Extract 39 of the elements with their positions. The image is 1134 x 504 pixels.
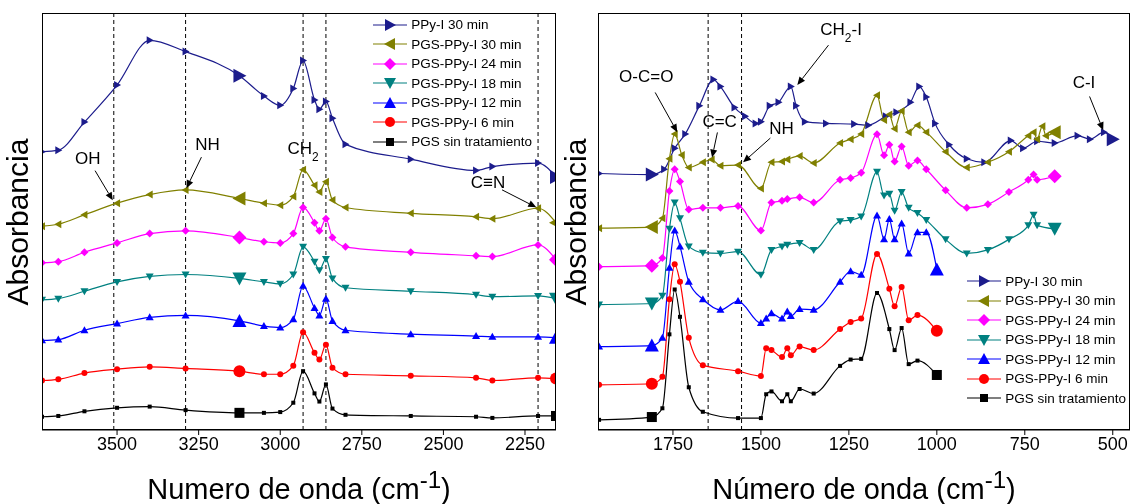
annotation: CH$_{2}$: [287, 138, 320, 164]
legend-label: PGS-PPy-I 18 min: [411, 74, 522, 93]
legend-label: PGS-PPy-I 24 min: [411, 55, 522, 73]
legend-label: PGS-PPy-I 18 min: [1005, 331, 1116, 349]
x-tick-label: 750: [1009, 433, 1040, 454]
x-tick-label: 2250: [504, 433, 546, 454]
x-tick-label: 3000: [260, 433, 301, 454]
legend-label: PGS-PPy-I 30 min: [1005, 292, 1116, 310]
legend-label: PGS-PPy-I 6 min: [1005, 370, 1108, 388]
x-tick-label: 1000: [916, 433, 957, 454]
annotation: O-C=O: [619, 66, 674, 86]
legend-label: PGS sin tratamiento: [411, 133, 532, 151]
x-tick-label: 1250: [828, 433, 869, 454]
legend-label: PGS-PPy-I 6 min: [411, 113, 514, 132]
x-tick-label: 3500: [97, 433, 138, 454]
x-tick-label: 500: [1097, 433, 1128, 454]
x-tick-label: 3250: [178, 433, 219, 454]
x-tick-label: 1750: [652, 433, 693, 454]
x-axis-title: Numero de onda (cm$^{-1}$): [146, 466, 452, 504]
annotation: CH$_{2}$-I: [820, 19, 862, 45]
legend-label: PGS-PPy-I 30 min: [411, 35, 522, 54]
y-axis-title: Absorbancia: [559, 138, 592, 306]
annotation: OH: [75, 149, 101, 169]
legend-label: PGS sin tratamiento: [1005, 389, 1126, 408]
legend-label: PGS-PPy-I 24 min: [1005, 311, 1116, 330]
annotation: NH: [195, 134, 220, 154]
legend-label: PGS-PPy-I 12 min: [411, 94, 522, 112]
annotation: C-I: [1072, 73, 1096, 93]
annotation: C≡N: [470, 173, 506, 193]
x-axis-title: Número de onda (cm$^{-1}$): [711, 466, 1017, 504]
y-axis-title: Absorbancia: [1, 138, 34, 306]
x-tick-label: 1500: [740, 433, 781, 454]
legend-label: PGS-PPy-I 12 min: [1005, 350, 1116, 369]
legend-label: PPy-I 30 min: [411, 16, 489, 34]
annotation: NH: [769, 118, 794, 138]
x-tick-label: 2500: [423, 433, 464, 454]
annotation: C=C: [702, 112, 737, 132]
x-tick-label: 2750: [341, 433, 382, 454]
legend-label: PPy-I 30 min: [1005, 272, 1083, 291]
